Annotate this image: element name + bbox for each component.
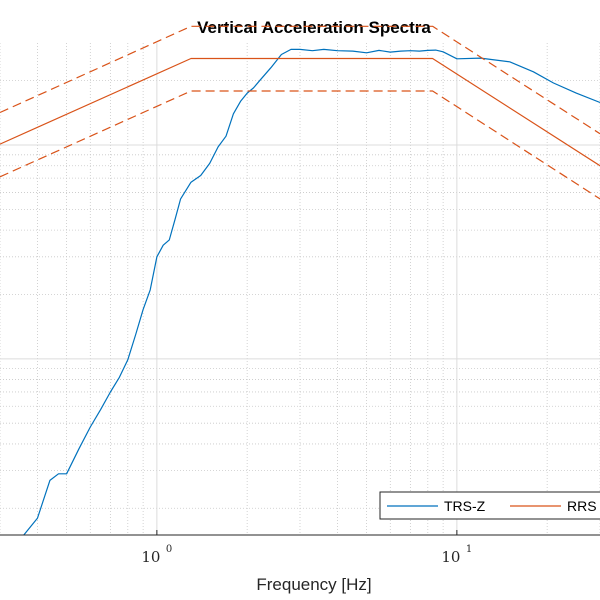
minor-grid xyxy=(0,43,600,535)
series-line-trs-z xyxy=(23,48,600,536)
x-axis-label: Frequency [Hz] xyxy=(256,575,371,594)
x-tick-label: 10 xyxy=(441,548,460,566)
x-tick-labels: 10 0 10 1 xyxy=(141,530,472,566)
legend-label-rrs: RRS xyxy=(567,498,597,514)
series-line-rrs-limit xyxy=(0,25,600,135)
series-line-rrs xyxy=(0,57,600,167)
series-line-rrs-limit xyxy=(0,90,600,200)
x-tick-exponent: 1 xyxy=(466,544,472,555)
x-tick-label: 10 xyxy=(141,548,160,566)
legend: TRS-Z RRS xyxy=(379,491,600,520)
major-grid xyxy=(0,43,600,535)
chart-title: Vertical Acceleration Spectra xyxy=(197,18,431,37)
series-layer xyxy=(0,25,600,536)
x-tick-exponent: 0 xyxy=(166,544,172,555)
legend-label-trs: TRS-Z xyxy=(444,498,486,514)
